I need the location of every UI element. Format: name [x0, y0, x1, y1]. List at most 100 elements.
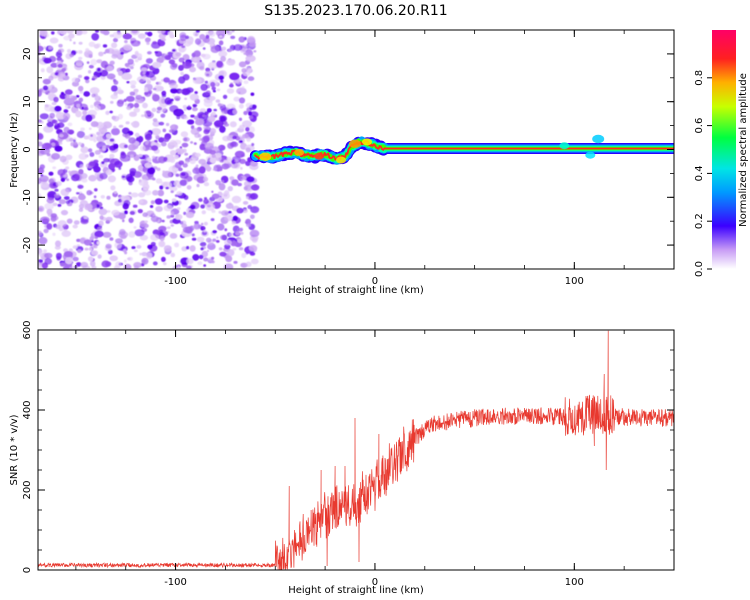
noise-blob — [95, 30, 99, 33]
noise-blob — [196, 236, 205, 243]
track-hotspot — [349, 139, 361, 148]
snr-plot-background — [38, 330, 674, 570]
noise-blob — [182, 61, 192, 69]
noise-blob — [107, 175, 116, 183]
noise-blob — [98, 208, 108, 216]
noise-blob — [138, 154, 143, 157]
noise-blob — [251, 143, 255, 147]
colorbar-tick-label: 0.0 — [694, 261, 705, 277]
noise-blob — [158, 137, 165, 143]
noise-blob — [69, 137, 74, 142]
noise-blob — [102, 231, 112, 238]
noise-blob — [61, 230, 71, 238]
y-tick-label: 0 — [22, 567, 33, 573]
noise-blob — [38, 133, 44, 140]
noise-blob — [131, 30, 138, 34]
noise-blob — [223, 263, 234, 269]
noise-blob — [182, 54, 190, 61]
noise-blob — [152, 94, 160, 102]
noise-blob — [127, 58, 134, 65]
noise-blob — [142, 102, 148, 109]
noise-blob — [245, 55, 256, 62]
noise-blob — [171, 198, 177, 202]
noise-blob — [90, 58, 98, 66]
noise-blob — [66, 30, 74, 34]
noise-blob — [226, 103, 236, 111]
noise-blob — [78, 97, 84, 103]
noise-blob — [235, 130, 238, 134]
noise-blob — [235, 231, 241, 236]
track-hotspot — [585, 151, 596, 159]
noise-blob — [240, 167, 243, 170]
noise-blob — [138, 179, 148, 187]
noise-blob — [216, 223, 225, 231]
noise-blob — [108, 163, 116, 170]
noise-blob — [109, 34, 114, 38]
noise-blob — [63, 126, 70, 134]
noise-blob — [177, 151, 182, 155]
noise-blob — [169, 157, 176, 163]
noise-blob — [166, 226, 171, 229]
noise-blob — [184, 152, 189, 156]
noise-blob — [249, 41, 256, 47]
noise-blob — [115, 261, 122, 268]
noise-blob — [163, 199, 169, 204]
noise-blob — [169, 139, 177, 146]
noise-blob — [159, 185, 164, 190]
noise-blob — [60, 188, 70, 196]
noise-blob — [43, 125, 54, 133]
x-tick-label: 100 — [565, 276, 584, 287]
noise-blob — [243, 186, 248, 191]
noise-blob — [150, 200, 155, 205]
noise-blob — [129, 91, 136, 96]
noise-blob — [123, 144, 128, 149]
noise-blob — [192, 167, 201, 175]
noise-blob — [137, 209, 143, 214]
noise-blob — [168, 166, 176, 174]
noise-blob — [90, 134, 93, 137]
noise-blob — [154, 51, 159, 54]
noise-blob — [77, 249, 82, 253]
noise-blob — [200, 204, 206, 209]
noise-blob — [63, 109, 69, 114]
noise-blob — [88, 174, 97, 182]
noise-blob — [224, 228, 228, 232]
noise-blob — [93, 139, 97, 143]
x-tick-label: 100 — [565, 577, 584, 588]
noise-blob — [211, 111, 216, 116]
noise-blob — [46, 197, 55, 204]
noise-blob — [93, 159, 99, 164]
noise-blob — [73, 41, 76, 45]
noise-blob — [154, 139, 158, 143]
noise-blob — [226, 88, 235, 94]
noise-blob — [145, 70, 156, 78]
noise-blob — [202, 114, 206, 118]
x-tick-label: -100 — [164, 577, 187, 588]
noise-blob — [105, 169, 113, 176]
noise-blob — [106, 210, 111, 213]
noise-blob — [208, 61, 218, 69]
noise-blob — [150, 215, 159, 222]
colorbar-gradient — [712, 30, 736, 269]
noise-blob — [238, 61, 247, 68]
noise-blob — [168, 129, 175, 133]
noise-blob — [237, 239, 243, 243]
noise-blob — [43, 46, 47, 50]
noise-blob — [204, 111, 209, 115]
noise-blob — [181, 45, 186, 49]
noise-blob — [78, 153, 88, 160]
noise-blob — [195, 38, 202, 45]
noise-blob — [51, 153, 61, 160]
noise-blob — [65, 166, 70, 170]
noise-blob — [161, 181, 165, 185]
noise-blob — [147, 244, 153, 250]
track-hotspot — [314, 152, 325, 160]
noise-blob — [113, 125, 117, 129]
noise-blob — [80, 127, 85, 131]
noise-blob — [38, 230, 42, 236]
noise-blob — [151, 128, 161, 136]
noise-blob — [77, 184, 84, 189]
noise-blob — [219, 125, 226, 133]
noise-blob — [71, 77, 80, 83]
noise-blob — [226, 59, 236, 66]
